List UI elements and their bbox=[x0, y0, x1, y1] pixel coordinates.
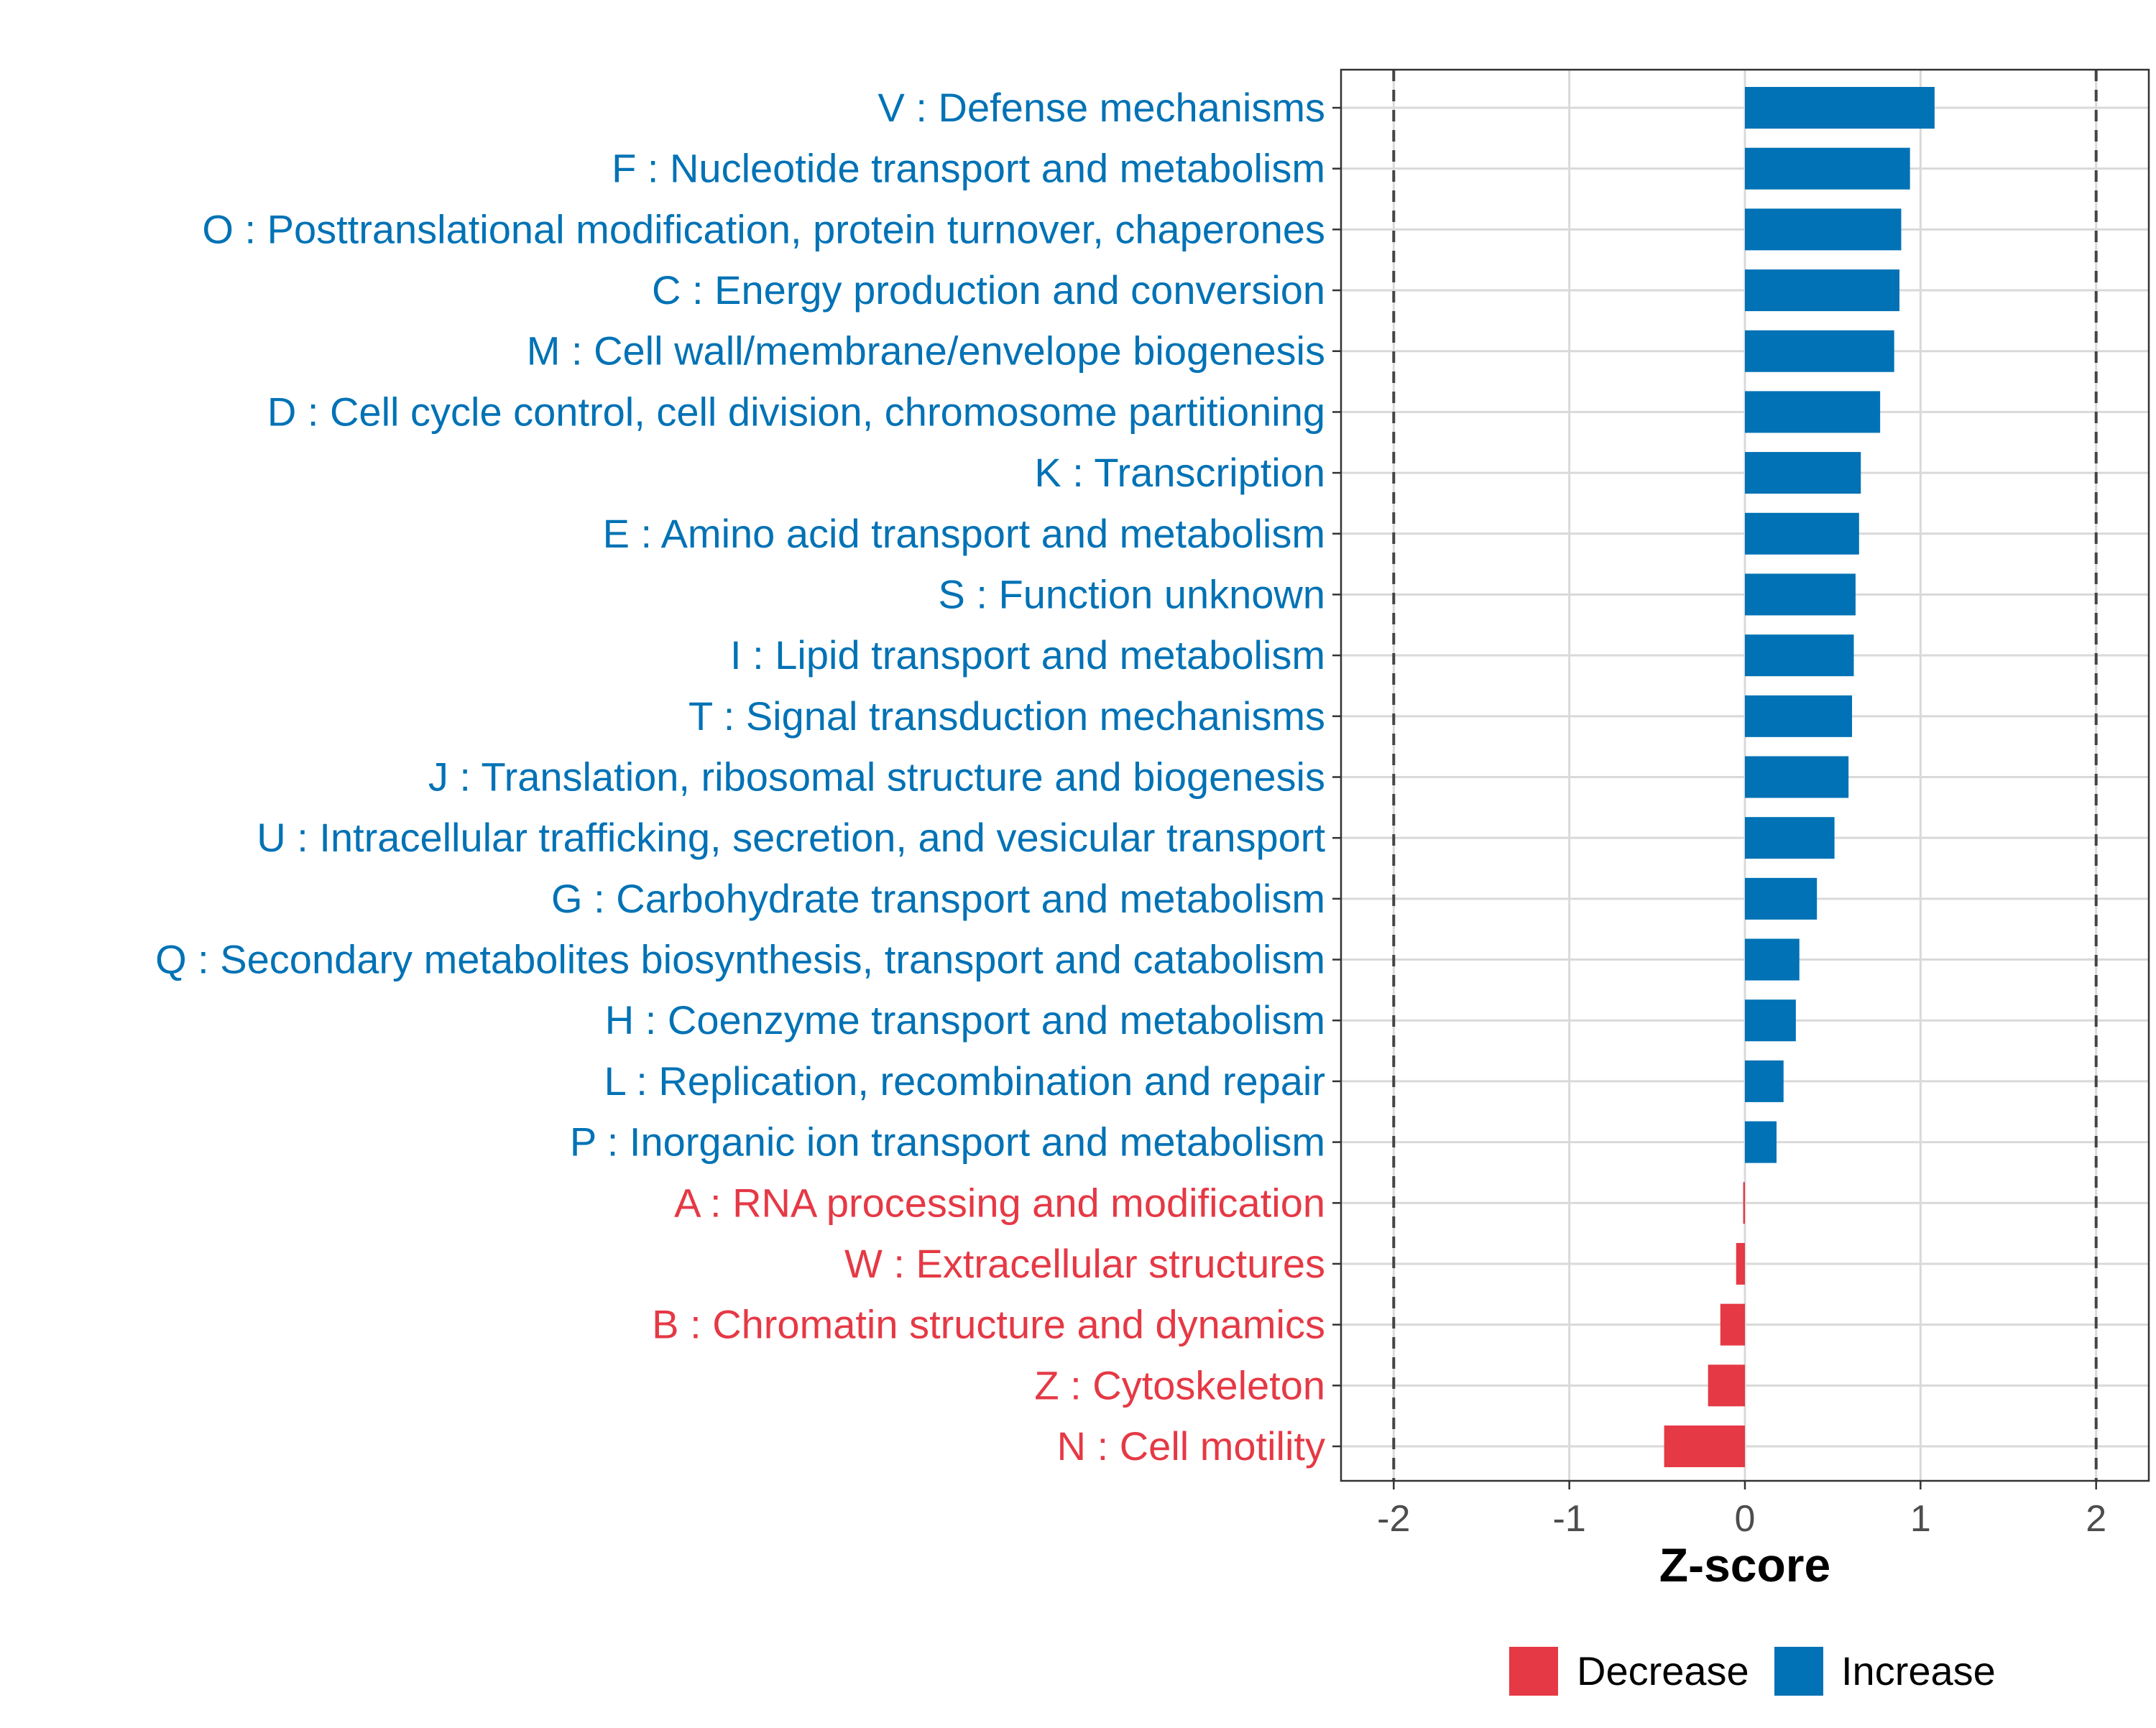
legend-label-increase: Increase bbox=[1841, 1648, 1996, 1694]
category-label: B : Chromatin structure and dynamics bbox=[652, 1302, 1325, 1347]
bar bbox=[1745, 999, 1796, 1042]
bar bbox=[1745, 695, 1853, 737]
bar bbox=[1745, 452, 1861, 494]
category-label: G : Carbohydrate transport and metabolis… bbox=[551, 876, 1325, 921]
category-label: N : Cell motility bbox=[1057, 1423, 1325, 1469]
category-label: F : Nucleotide transport and metabolism bbox=[612, 146, 1325, 191]
category-label: P : Inorganic ion transport and metaboli… bbox=[570, 1119, 1325, 1165]
x-tick-label: 1 bbox=[1910, 1498, 1931, 1540]
legend-key-decrease bbox=[1509, 1647, 1558, 1696]
bar bbox=[1745, 573, 1856, 616]
legend-key-increase bbox=[1774, 1647, 1823, 1696]
bar bbox=[1743, 1182, 1745, 1224]
bar bbox=[1664, 1426, 1745, 1467]
bar bbox=[1745, 938, 1800, 981]
category-label: M : Cell wall/membrane/envelope biogenes… bbox=[527, 328, 1325, 374]
bar bbox=[1745, 877, 1818, 920]
category-label: W : Extracellular structures bbox=[844, 1241, 1325, 1286]
x-axis-title: Z-score bbox=[1659, 1538, 1830, 1591]
category-label: H : Coenzyme transport and metabolism bbox=[605, 997, 1325, 1043]
x-tick-label: -1 bbox=[1553, 1498, 1586, 1540]
category-label: D : Cell cycle control, cell division, c… bbox=[267, 389, 1325, 434]
category-label: E : Amino acid transport and metabolism bbox=[603, 511, 1325, 556]
category-label: S : Function unknown bbox=[938, 571, 1325, 616]
bar bbox=[1736, 1242, 1745, 1285]
bar bbox=[1745, 817, 1835, 859]
category-label: V : Defense mechanisms bbox=[878, 85, 1325, 130]
category-label: Z : Cytoskeleton bbox=[1034, 1362, 1325, 1408]
category-label: C : Energy production and conversion bbox=[652, 267, 1325, 313]
category-label: J : Translation, ribosomal structure and… bbox=[428, 754, 1325, 800]
category-label: K : Transcription bbox=[1034, 450, 1325, 495]
bar bbox=[1720, 1303, 1745, 1346]
bar bbox=[1745, 1121, 1777, 1163]
bar bbox=[1745, 87, 1935, 129]
bar bbox=[1745, 756, 1849, 798]
legend-label-decrease: Decrease bbox=[1577, 1648, 1749, 1694]
category-label: O : Posttranslational modification, prot… bbox=[202, 206, 1325, 251]
bar bbox=[1745, 147, 1910, 190]
x-tick-label: 0 bbox=[1735, 1498, 1756, 1540]
category-label: T : Signal transduction mechanisms bbox=[688, 693, 1325, 739]
x-tick-label: 2 bbox=[2086, 1498, 2106, 1540]
bar bbox=[1745, 391, 1881, 433]
category-label: I : Lipid transport and metabolism bbox=[730, 632, 1325, 678]
bar bbox=[1745, 208, 1902, 251]
x-tick-label: -2 bbox=[1377, 1498, 1410, 1540]
bar bbox=[1708, 1364, 1745, 1407]
bar bbox=[1745, 1060, 1784, 1102]
bar bbox=[1745, 512, 1859, 555]
category-label: Q : Secondary metabolites biosynthesis, … bbox=[155, 937, 1325, 982]
category-label: U : Intracellular trafficking, secretion… bbox=[257, 815, 1325, 860]
category-label: L : Replication, recombination and repai… bbox=[604, 1058, 1325, 1104]
category-label: A : RNA processing and modification bbox=[674, 1180, 1325, 1225]
bar bbox=[1745, 269, 1900, 312]
bar bbox=[1745, 330, 1894, 372]
bar bbox=[1745, 634, 1854, 677]
